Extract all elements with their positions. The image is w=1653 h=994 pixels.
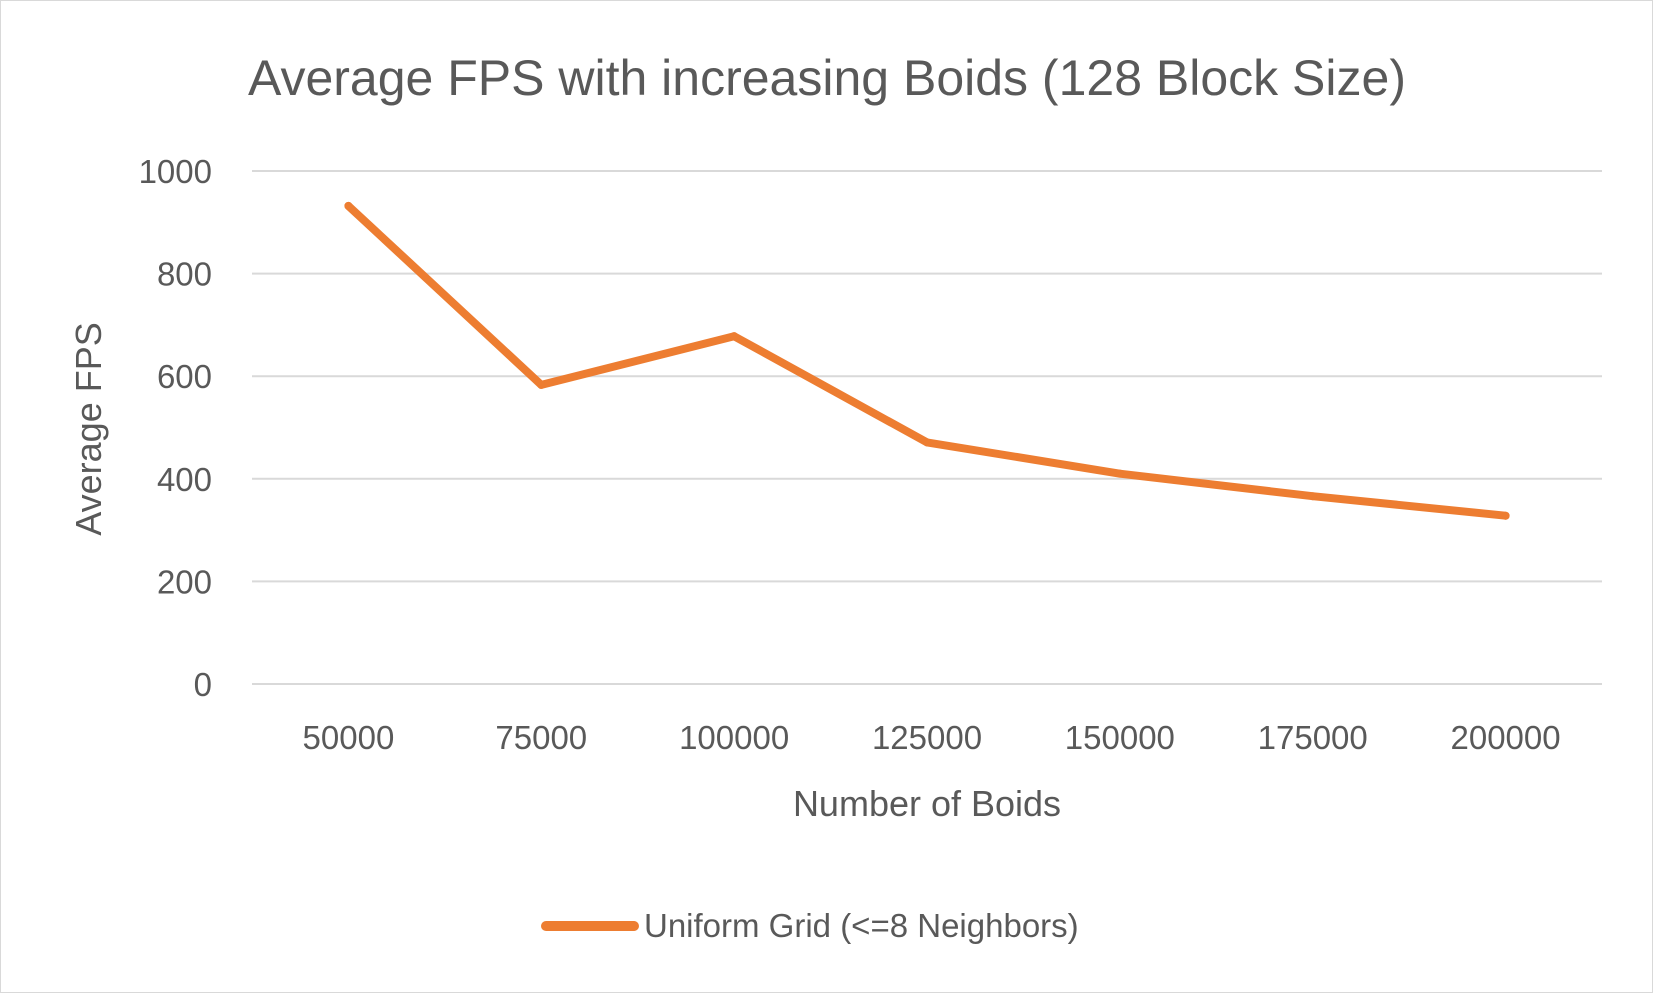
y-tick-label: 0 xyxy=(194,666,212,703)
data-point xyxy=(537,380,546,389)
data-point xyxy=(1115,469,1124,478)
x-tick-label: 175000 xyxy=(1258,719,1368,756)
legend-label-uniform-grid: Uniform Grid (<=8 Neighbors) xyxy=(644,907,1079,944)
x-tick-label: 125000 xyxy=(872,719,982,756)
y-tick-label: 1000 xyxy=(139,153,212,190)
series-group xyxy=(344,201,1510,520)
legend: Uniform Grid (<=8 Neighbors) xyxy=(541,907,1079,944)
x-tick-label: 200000 xyxy=(1451,719,1561,756)
series-line-0 xyxy=(344,201,1510,520)
y-tick-label: 400 xyxy=(157,461,212,498)
y-axis-ticks: 0 200 400 600 800 1000 xyxy=(139,153,212,703)
y-axis-label: Average FPS xyxy=(68,322,109,535)
data-point xyxy=(730,332,739,341)
data-point xyxy=(1308,492,1317,501)
x-tick-label: 100000 xyxy=(679,719,789,756)
data-point xyxy=(344,201,353,210)
data-point xyxy=(923,438,931,447)
x-tick-label: 75000 xyxy=(495,719,587,756)
x-axis-label: Number of Boids xyxy=(793,783,1061,824)
x-axis-ticks: 50000 75000 100000 125000 150000 175000 200000 xyxy=(303,719,1561,756)
y-tick-label: 600 xyxy=(157,358,212,395)
y-tick-label: 200 xyxy=(157,563,212,600)
chart-title: Average FPS with increasing Boids (128 B… xyxy=(248,50,1406,106)
data-point xyxy=(1501,511,1510,520)
gridlines xyxy=(252,170,1602,685)
y-tick-label: 800 xyxy=(157,256,212,293)
x-tick-label: 150000 xyxy=(1065,719,1175,756)
x-tick-label: 50000 xyxy=(303,719,395,756)
